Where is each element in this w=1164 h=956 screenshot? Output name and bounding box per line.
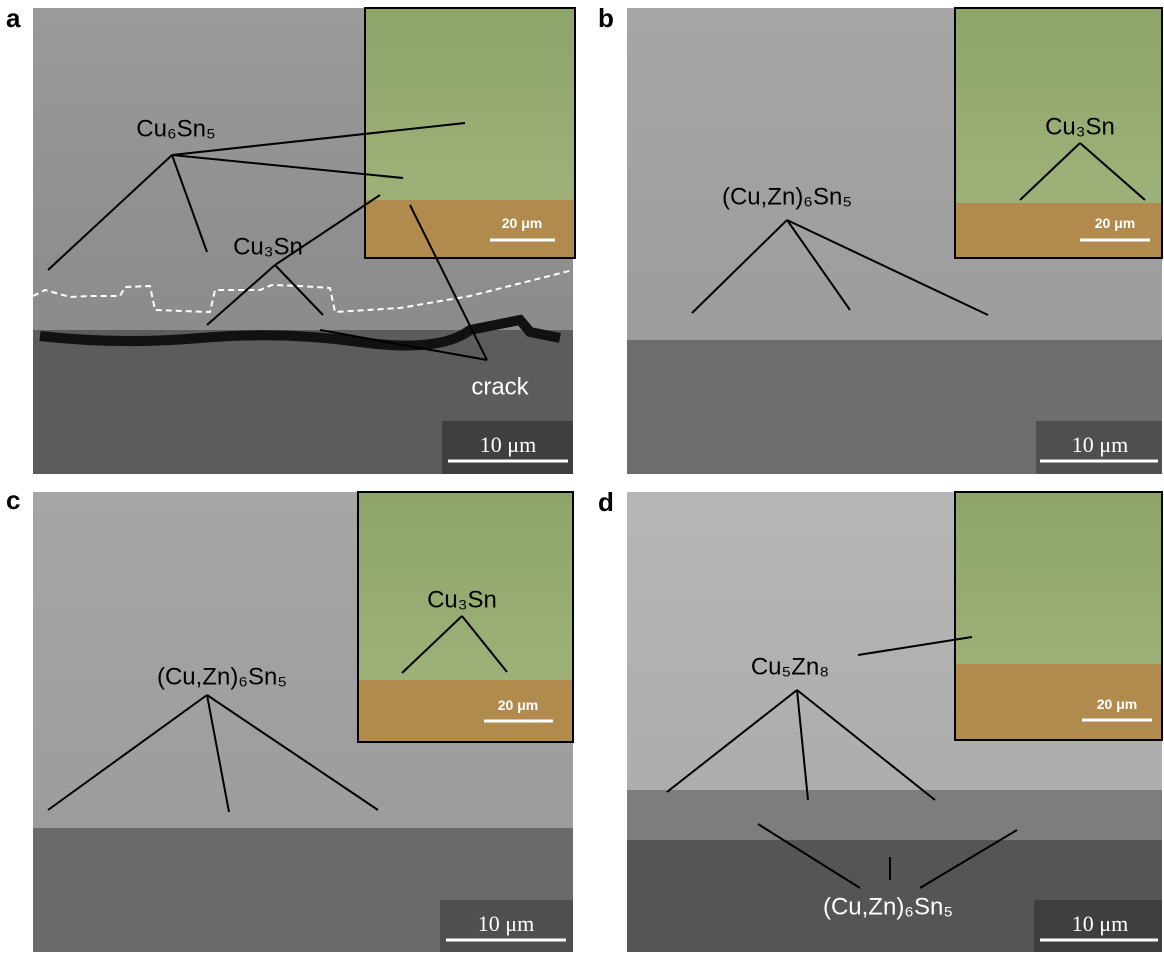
panel-letter: a [6,3,21,33]
inset-copper [366,200,574,257]
panel-letter: c [6,485,20,515]
inset-scale-label: 20 μm [498,697,538,713]
panel-c: 20 μm 10 μm c Cu₃Sn (Cu,Zn)₆Sn₅ [6,485,573,952]
phase-label: Cu₃Sn [233,233,303,260]
phase-label: Cu₃Sn [1045,113,1115,140]
panel-letter: d [598,487,614,517]
panel-a: 20 μm 10 μm a Cu₆Sn₅ Cu₃Sn crack [6,3,575,474]
phase-label: (Cu,Zn)₆Sn₅ [823,893,953,920]
crack-label: crack [471,373,529,400]
inset-scale-label: 20 μm [1095,215,1135,231]
reaction-layer [627,790,1162,840]
phase-label: Cu₆Sn₅ [136,115,215,142]
phase-label: Cu₅Zn₈ [751,653,829,680]
figure: 20 μm 10 μm a Cu₆Sn₅ Cu₃Sn crack 20 μm 1… [0,0,1164,956]
phase-label: (Cu,Zn)₆Sn₅ [157,663,287,690]
scale-label: 10 μm [1072,432,1128,457]
scale-label: 10 μm [1072,911,1128,936]
panel-b: 20 μm 10 μm b Cu₃Sn (Cu,Zn)₆Sn₅ [598,3,1162,474]
phase-label: Cu₃Sn [427,586,497,613]
scale-label: 10 μm [478,911,534,936]
inset-scale-label: 20 μm [502,215,542,231]
phase-label: (Cu,Zn)₆Sn₅ [722,183,852,210]
panel-letter: b [598,3,614,33]
inset-copper [359,680,572,741]
inset-scale-label: 20 μm [1097,696,1137,712]
scale-label: 10 μm [480,432,536,457]
panel-d: 20 μm 10 μm d Cu₅Zn₈ (Cu,Zn)₆Sn₅ [598,487,1162,952]
